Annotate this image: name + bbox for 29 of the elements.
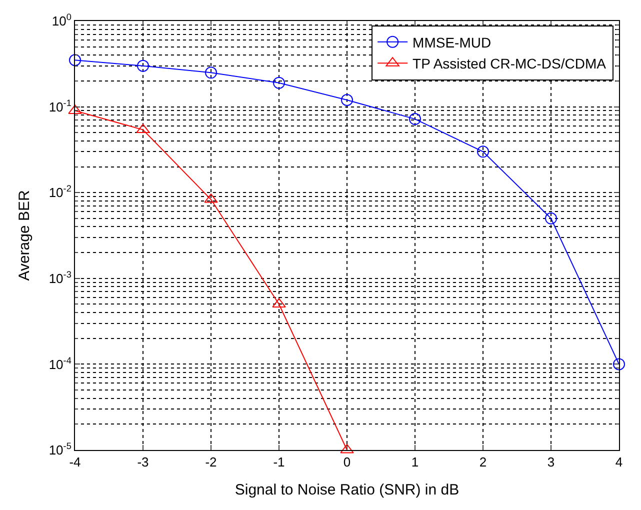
legend-label: MMSE-MUD <box>412 34 492 50</box>
y-axis-title: Average BER <box>16 190 34 281</box>
x-tick-label: -4 <box>69 454 81 470</box>
point <box>341 94 353 106</box>
point <box>545 212 557 224</box>
legend-label: TP Assisted CR-MC-DS/CDMA <box>412 56 607 72</box>
x-tick-label: 3 <box>547 454 555 470</box>
point <box>477 146 489 158</box>
point <box>613 358 625 370</box>
y-tick-label: 10$^{0}$ <box>52 12 72 29</box>
x-tick-label: -1 <box>273 454 285 470</box>
y-tick-label: 10$^{-1}$ <box>48 98 72 114</box>
y-tick-label: 10$^{-4}$ <box>48 355 72 372</box>
x-tick-label: -3 <box>137 454 149 470</box>
x-tick-label: -2 <box>205 454 217 470</box>
x-tick-label: 0 <box>343 454 351 470</box>
y-tick-label: 10$^{-3}$ <box>48 269 72 286</box>
x-tick-label: 1 <box>411 454 419 470</box>
point <box>273 76 285 89</box>
point <box>136 124 150 134</box>
point <box>137 60 149 72</box>
x-tick-label: 4 <box>615 454 623 470</box>
y-tick-label: 10$^{-5}$ <box>48 441 72 458</box>
point <box>205 66 217 79</box>
y-tick-label: 10$^{-2}$ <box>48 184 72 200</box>
point <box>409 113 421 126</box>
point <box>69 54 81 66</box>
x-axis-title: Signal to Noise Ratio (SNR) in dB <box>234 482 460 499</box>
x-tick-label: 2 <box>479 454 487 470</box>
